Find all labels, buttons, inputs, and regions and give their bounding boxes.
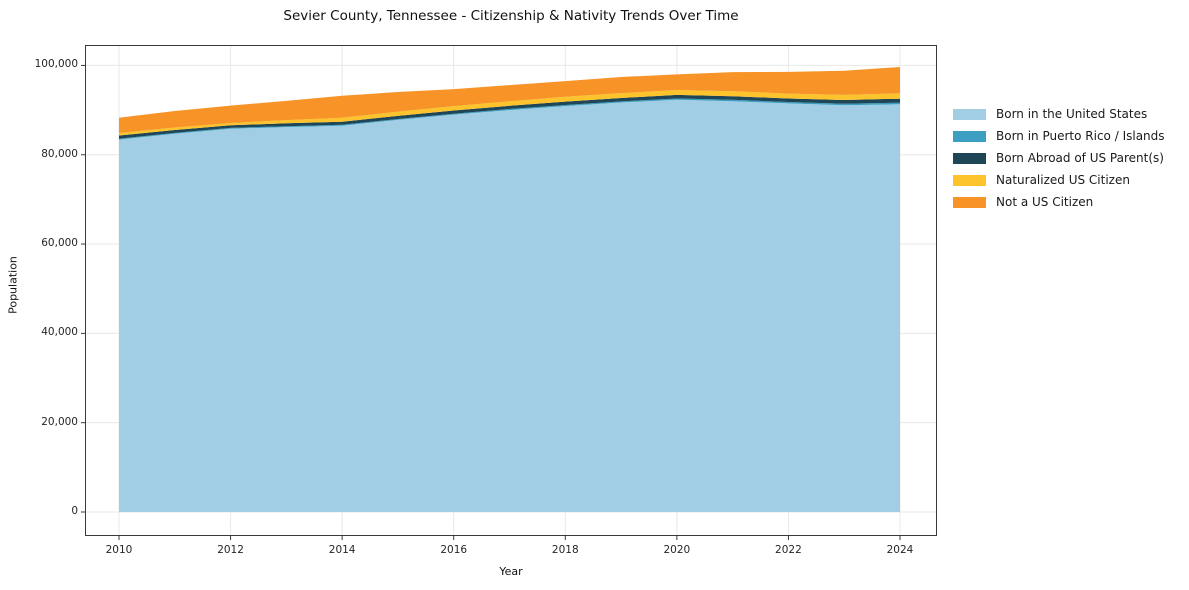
x-tick-label: 2010 (105, 544, 133, 556)
x-tick-label: 2022 (775, 544, 802, 556)
x-tick-label: 2012 (217, 544, 244, 556)
plot-area (81, 45, 937, 540)
x-tick-label: 2020 (663, 544, 691, 556)
x-axis-label: Year (499, 565, 523, 578)
legend-item: Born Abroad of US Parent(s) (953, 147, 1165, 169)
legend-swatch (953, 196, 986, 208)
legend-item: Born in Puerto Rico / Islands (953, 125, 1165, 147)
legend-label: Naturalized US Citizen (996, 173, 1130, 187)
y-tick-label: 60,000 (41, 237, 78, 250)
area-series (119, 99, 900, 513)
legend-item: Born in the United States (953, 103, 1165, 125)
y-tick-label: 40,000 (41, 326, 78, 339)
y-axis-label: Population (6, 256, 20, 314)
area-series (119, 67, 900, 133)
area-series (119, 90, 900, 136)
y-tick-label: 80,000 (41, 147, 78, 160)
y-tick-label: 100,000 (34, 58, 78, 71)
legend-swatch (953, 130, 986, 142)
legend-label: Born Abroad of US Parent(s) (996, 151, 1164, 165)
legend-label: Born in Puerto Rico / Islands (996, 129, 1165, 143)
legend: Born in the United States Born in Puerto … (953, 103, 1165, 213)
legend-swatch (953, 174, 986, 186)
legend-label: Born in the United States (996, 107, 1148, 121)
legend-swatch (953, 152, 986, 164)
y-tick-label: 20,000 (41, 415, 78, 428)
chart-title: Sevier County, Tennessee - Citizenship &… (283, 8, 739, 24)
x-tick-label: 2014 (328, 544, 356, 556)
x-tick-label: 2018 (551, 544, 579, 556)
legend-swatch (953, 108, 986, 120)
x-tick-label: 2016 (440, 544, 468, 556)
legend-item: Naturalized US Citizen (953, 169, 1165, 191)
y-tick-label: 0 (71, 505, 78, 517)
legend-item: Not a US Citizen (953, 191, 1165, 213)
legend-label: Not a US Citizen (996, 195, 1094, 209)
x-tick-label: 2024 (886, 544, 914, 556)
plot-border (85, 45, 937, 536)
